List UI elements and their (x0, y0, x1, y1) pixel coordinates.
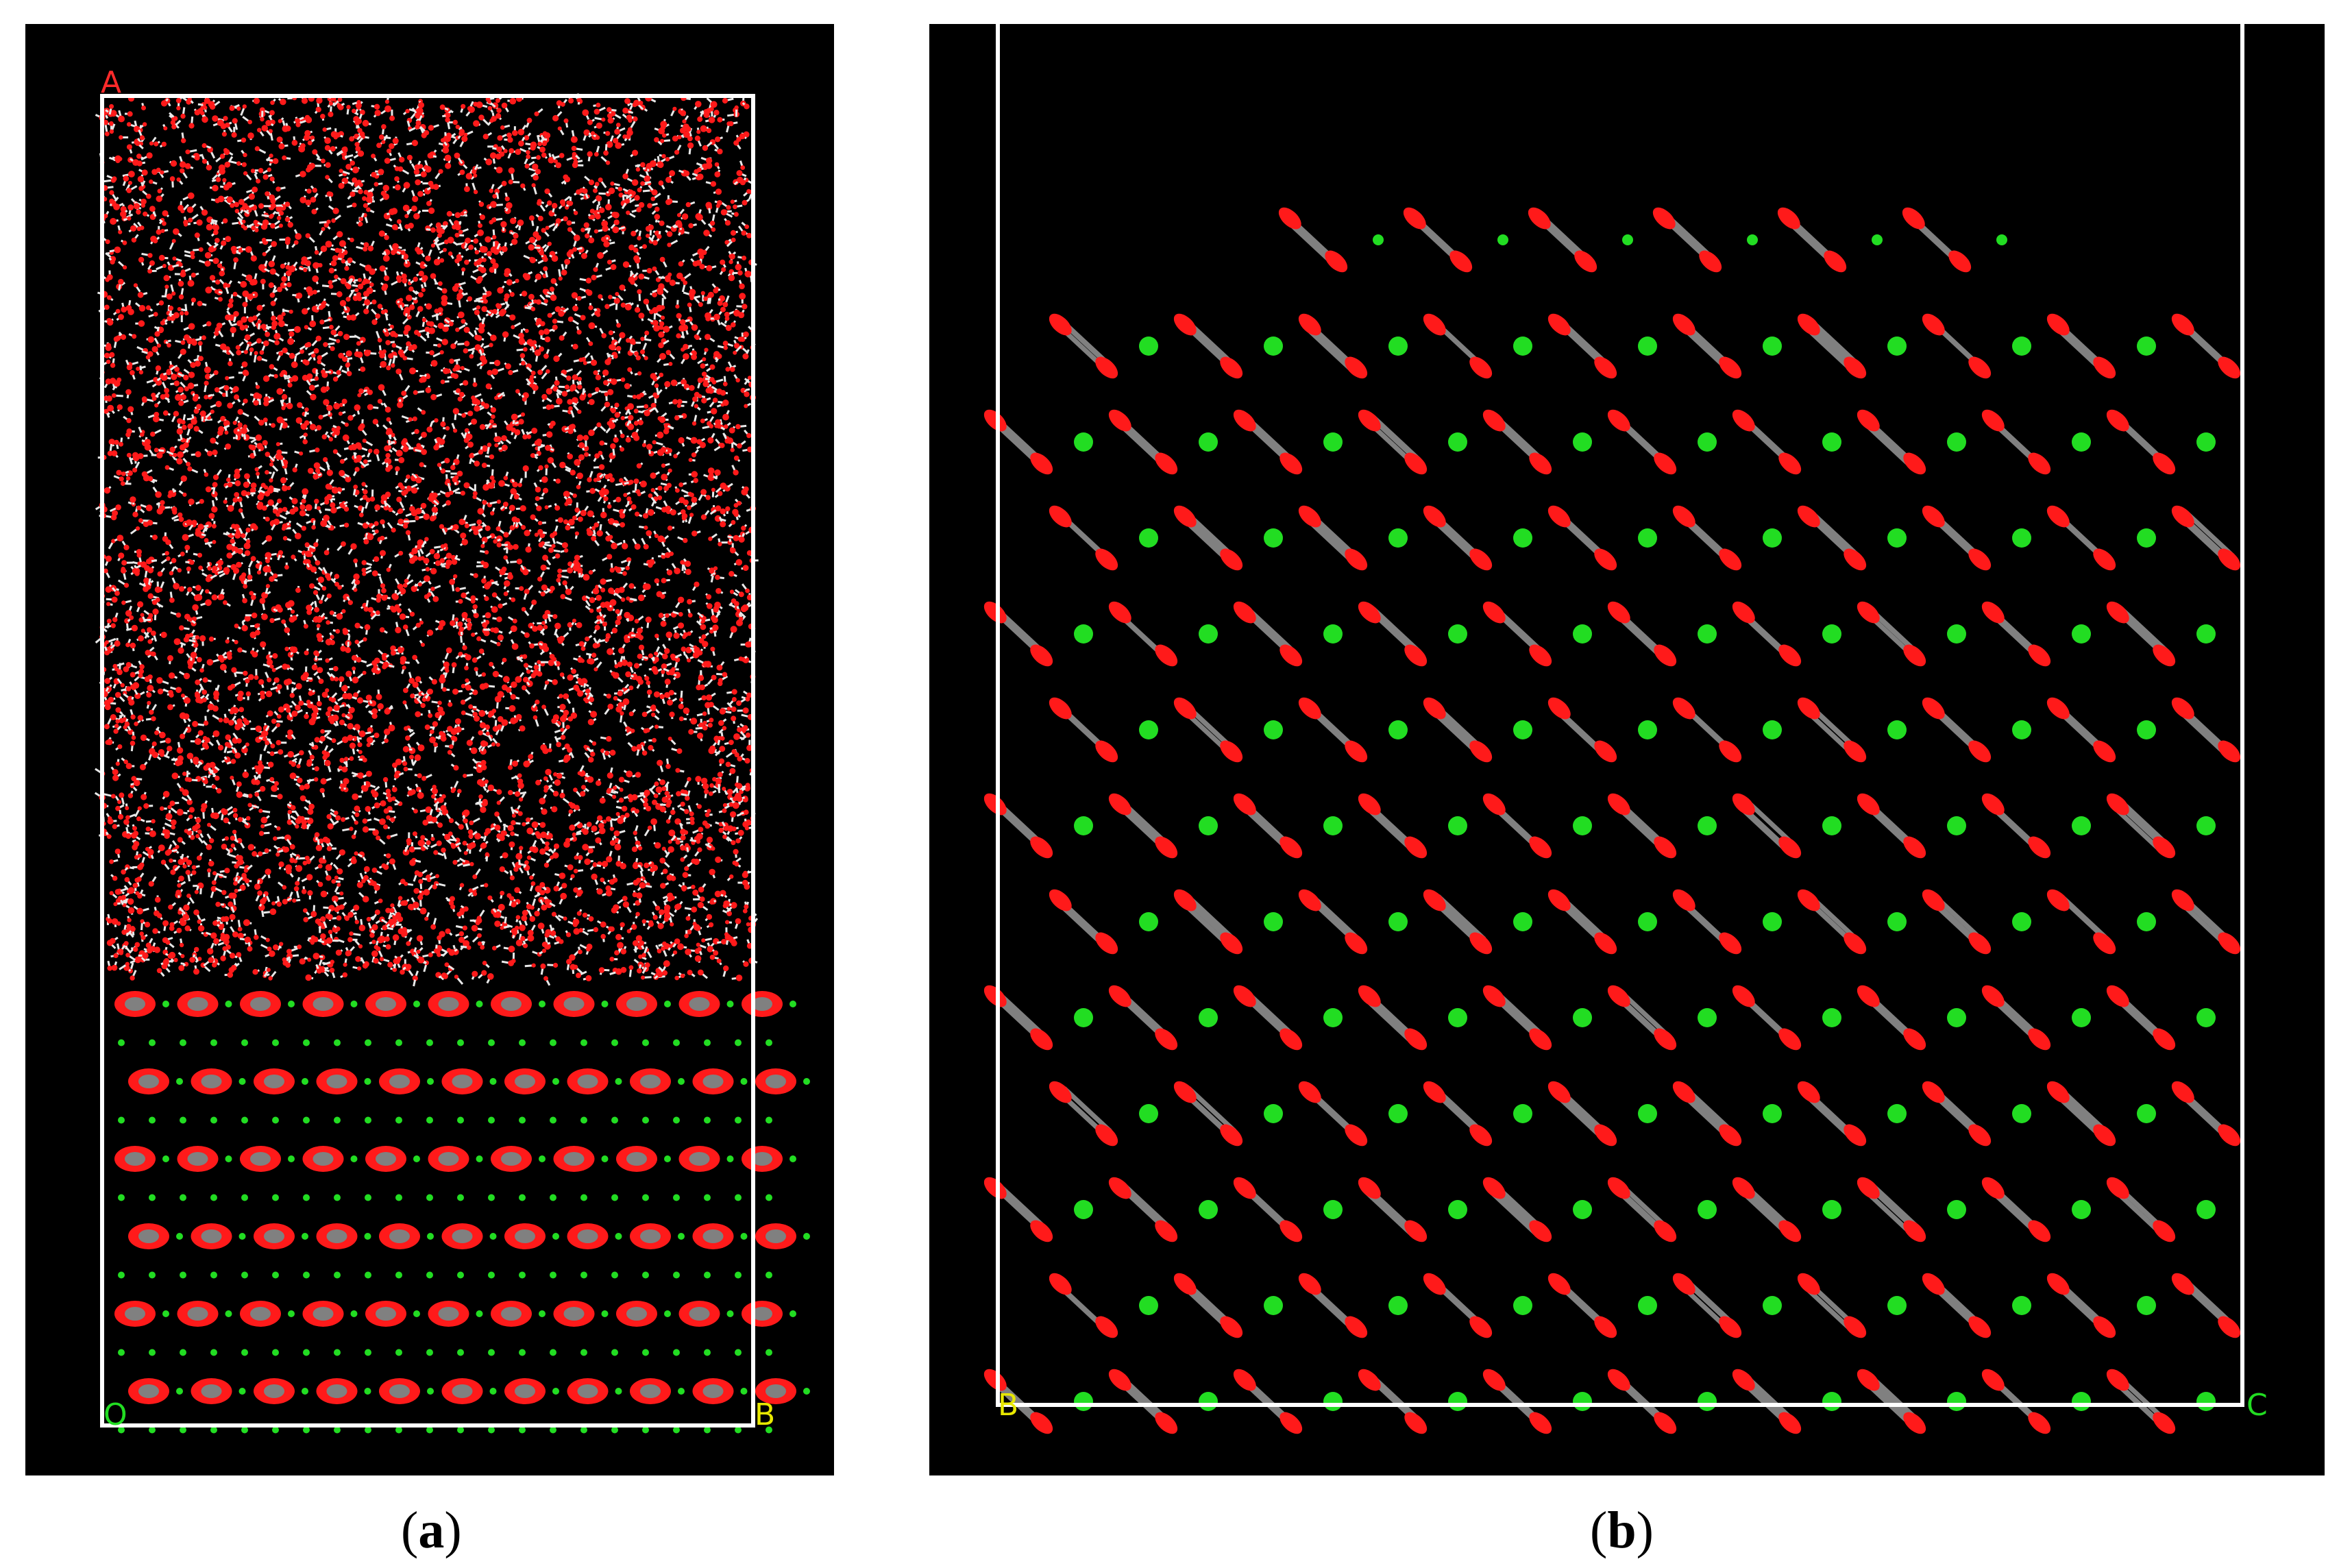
caption-a: (a) (401, 1501, 462, 1560)
simulation-panel-a: A O B (25, 24, 834, 1475)
corner-label-b-left: B (998, 1388, 1018, 1423)
corner-label-a-top: A (101, 65, 121, 100)
corner-label-b: B (755, 1397, 775, 1432)
cell-box-b (996, 24, 2244, 1407)
caption-a-close: ) (444, 1502, 462, 1559)
crystal-slab-region (114, 991, 810, 1434)
panel-b-scene: B C (983, 24, 2268, 1434)
crystal-lattice (983, 207, 2241, 1434)
cell-box-a (100, 94, 755, 1428)
caption-b-letter: b (1607, 1502, 1637, 1559)
caption-b-close: ) (1636, 1502, 1654, 1559)
panel-a-scene: A O B (94, 65, 810, 1434)
caption-b-open: ( (1590, 1502, 1608, 1559)
liquid-water-region (94, 93, 759, 987)
corner-label-o: O (103, 1397, 127, 1432)
caption-a-letter: a (418, 1502, 445, 1559)
caption-a-open: ( (401, 1502, 419, 1559)
simulation-panel-b: B C (929, 24, 2325, 1475)
corner-label-c: C (2246, 1388, 2268, 1423)
caption-b: (b) (1590, 1501, 1654, 1560)
